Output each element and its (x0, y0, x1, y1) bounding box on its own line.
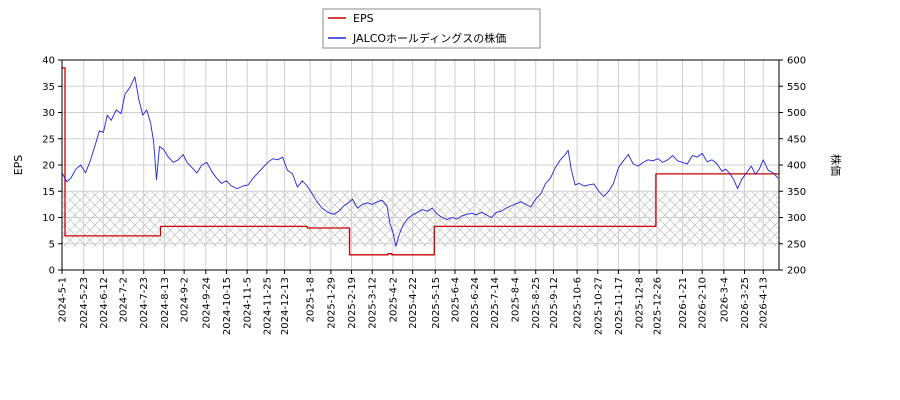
x-tick-label: 2024-11-25 (262, 277, 273, 335)
x-tick-label: 2025-6-24 (470, 277, 481, 329)
x-tick-label: 2024-5-23 (79, 277, 90, 329)
x-tick-label: 2025-2-19 (347, 277, 358, 329)
y-right-tick-label: 300 (787, 213, 806, 224)
x-tick-label: 2024-6-12 (99, 277, 110, 329)
x-tick-label: 2024-10-15 (222, 277, 233, 335)
legend-label-eps: EPS (353, 12, 374, 25)
y-left-tick-label: 30 (42, 108, 55, 119)
y-axis-left: 0 5 10 15 20 25 30 35 40 (42, 56, 62, 277)
x-tick-label: 2025-1-29 (326, 277, 337, 329)
y-left-tick-label: 15 (42, 187, 55, 198)
x-tick-label: 2025-5-15 (431, 277, 442, 329)
x-tick-label: 2026-3-25 (740, 277, 751, 329)
x-tick-label: 2024-11-5 (243, 277, 254, 329)
x-tick-label: 2025-1-8 (306, 277, 317, 322)
series-layer (62, 67, 779, 256)
y-right-tick-label: 250 (787, 239, 806, 250)
y-left-tick-label: 10 (42, 213, 55, 224)
legend-label-price: JALCOホールディングスの株価 (352, 31, 506, 45)
y-axis-right-title: 株価 (829, 154, 843, 176)
x-tick-label: 2024-12-13 (280, 277, 291, 335)
reference-band-fill (62, 191, 779, 247)
x-tick-label: 2025-9-12 (549, 277, 560, 329)
y-left-tick-label: 5 (49, 239, 55, 250)
x-tick-label: 2025-3-12 (368, 277, 379, 329)
x-tick-label: 2025-12-8 (635, 277, 646, 329)
x-tick-label: 2025-8-4 (511, 277, 522, 322)
x-tick-label: 2025-4-2 (388, 277, 399, 322)
x-axis: 2024-5-1 2024-5-23 2024-6-12 2024-7-2 2024-7… (58, 270, 770, 335)
stock-price-series-line (62, 76, 779, 247)
y-right-tick-label: 500 (787, 108, 806, 119)
y-left-tick-label: 0 (49, 266, 55, 277)
x-tick-label: 2024-5-1 (58, 277, 69, 322)
x-tick-label: 2026-2-10 (698, 277, 709, 329)
x-tick-label: 2025-6-4 (450, 277, 461, 322)
x-tick-label: 2025-8-25 (531, 277, 542, 329)
x-tick-label: 2025-12-26 (652, 277, 663, 335)
y-left-tick-label: 35 (42, 82, 55, 93)
x-tick-label: 2026-4-13 (759, 277, 770, 329)
y-right-tick-label: 550 (787, 82, 806, 93)
y-axis-right: 200 250 300 350 400 450 500 550 600 (779, 56, 806, 277)
x-tick-label: 2025-4-22 (408, 277, 419, 329)
x-tick-label: 2024-8-13 (160, 277, 171, 329)
x-tick-label: 2024-9-2 (180, 277, 191, 322)
x-tick-label: 2024-7-23 (139, 277, 150, 329)
legend: EPS JALCOホールディングスの株価 (322, 8, 541, 49)
y-right-tick-label: 200 (787, 266, 806, 277)
y-axis-left-title: EPS (12, 155, 25, 176)
y-left-tick-label: 25 (42, 134, 55, 145)
y-right-tick-label: 600 (787, 56, 806, 67)
y-right-tick-label: 400 (787, 161, 806, 172)
x-tick-label: 2026-1-21 (678, 277, 689, 329)
eps-series-line (62, 67, 779, 256)
x-tick-label: 2025-11-17 (614, 277, 625, 335)
legend-box (322, 8, 541, 49)
y-right-tick-label: 350 (787, 187, 806, 198)
y-left-tick-label: 40 (42, 56, 55, 67)
x-tick-label: 2025-7-14 (490, 277, 501, 329)
x-tick-label: 2025-10-27 (593, 277, 604, 335)
x-tick-label: 2025-10-6 (573, 277, 584, 329)
y-left-tick-label: 20 (42, 161, 55, 172)
x-tick-label: 2026-3-4 (719, 277, 730, 322)
x-tick-label: 2024-7-2 (119, 277, 130, 322)
y-right-tick-label: 450 (787, 134, 806, 145)
reference-band (62, 191, 779, 247)
x-tick-label: 2024-9-24 (201, 277, 212, 329)
